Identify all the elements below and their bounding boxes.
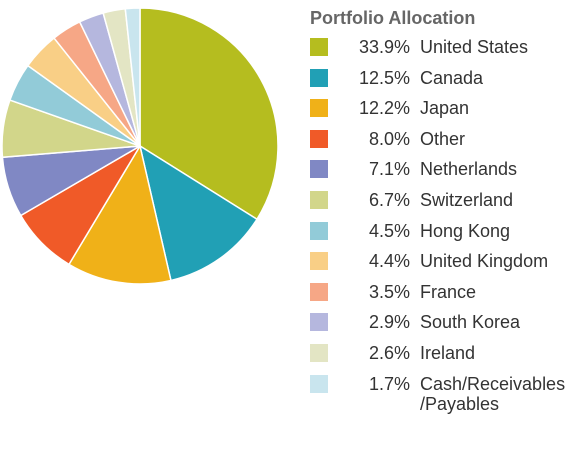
legend-label: Netherlands — [420, 159, 518, 180]
legend-swatch — [310, 313, 328, 332]
legend-item: 7.1% Netherlands — [310, 159, 568, 190]
legend-value: 2.9% — [368, 312, 410, 333]
pie-slice — [138, 144, 259, 282]
legend-label: France — [420, 281, 477, 302]
legend-value: 12.2% — [358, 98, 410, 119]
legend-value: 8.0% — [368, 128, 410, 149]
legend-swatch — [310, 343, 328, 362]
legend-item: 2.9% South Korea — [310, 312, 568, 343]
legend-item: 2.6% Ireland — [310, 343, 568, 374]
legend-swatch — [310, 99, 328, 118]
legend-value: 4.4% — [368, 251, 410, 272]
legend-label: South Korea — [420, 312, 521, 333]
legend-value: 2.6% — [368, 342, 410, 363]
pie-slice — [139, 7, 279, 221]
legend-item: 8.0% Other — [310, 129, 568, 160]
legend-label: Ireland — [420, 342, 476, 363]
legend-label: Hong Kong — [420, 220, 511, 241]
legend-label: United States — [420, 37, 529, 57]
legend-value: 3.5% — [368, 281, 410, 302]
legend-swatch — [310, 374, 328, 393]
pie-chart — [1, 7, 279, 285]
pie-slice — [124, 7, 141, 147]
legend-item: 33.9% United States — [310, 37, 568, 68]
legend-value: 4.5% — [368, 220, 410, 241]
legend-item: 6.7% Switzerland — [310, 190, 568, 221]
legend-item: 1.7% Cash/Receivables /Payables — [310, 373, 568, 414]
legend-swatch — [310, 38, 328, 56]
legend-swatch — [310, 129, 328, 148]
legend-item: 4.5% Hong Kong — [310, 221, 568, 252]
pie-slice — [67, 144, 172, 285]
legend-value: 7.1% — [368, 159, 410, 180]
legend-swatch — [310, 252, 328, 271]
legend-label: Canada — [420, 67, 484, 88]
legend-label: Cash/Receivables /Payables — [420, 373, 566, 414]
legend-item: 4.4% United Kingdom — [310, 251, 568, 282]
legend-swatch — [310, 190, 328, 209]
legend-label: United Kingdom — [420, 251, 549, 272]
legend-value: 6.7% — [368, 189, 410, 210]
legend-label: Japan — [420, 98, 470, 119]
legend-label: Other — [420, 128, 466, 149]
chart-title: Portfolio Allocation — [310, 8, 476, 28]
legend-swatch — [310, 221, 328, 240]
legend-label: Switzerland — [420, 189, 514, 210]
legend-item: 3.5% France — [310, 282, 568, 313]
legend-value: 12.5% — [358, 67, 410, 88]
legend-item: 12.5% Canada — [310, 68, 568, 99]
legend-swatch — [310, 282, 328, 301]
legend: Portfolio Allocation 33.9% United States 1… — [310, 8, 568, 414]
legend-value: 33.9% — [358, 37, 410, 57]
legend-swatch — [310, 68, 328, 87]
legend-item: 12.2% Japan — [310, 98, 568, 129]
legend-value: 1.7% — [368, 373, 410, 394]
legend-swatch — [310, 160, 328, 179]
